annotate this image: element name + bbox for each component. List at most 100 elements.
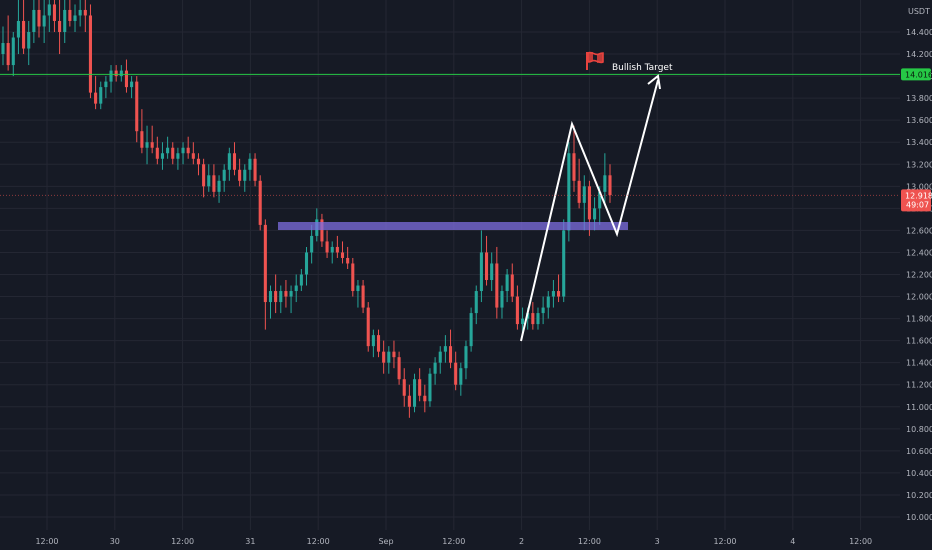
time-tick-label: 2 <box>519 537 524 546</box>
resistance-zone <box>278 222 628 230</box>
price-tick-label: 13.000 <box>906 182 932 191</box>
price-tick-label: 11.000 <box>906 403 932 412</box>
candle-body <box>505 274 509 292</box>
time-axis-ticks: 12:00 30 12:00 31 12:00 Sep 12:00 2 12:00 3 12:00 4… <box>35 537 872 546</box>
candle-body <box>330 246 334 253</box>
price-tick-label: 12.400 <box>906 248 932 257</box>
time-tick-label: 12:00 <box>307 537 330 546</box>
candle-body <box>135 81 139 132</box>
candle-body <box>243 169 247 181</box>
candle-body <box>83 9 87 16</box>
candle-body <box>397 357 401 380</box>
candle-body <box>335 246 339 253</box>
candles-layer <box>1 0 612 418</box>
candle-body <box>454 362 458 385</box>
candle-body <box>325 241 329 253</box>
candle-body <box>531 313 535 325</box>
candle-body <box>443 346 447 352</box>
candle-body <box>593 208 597 220</box>
current-price-badge <box>901 189 931 212</box>
time-tick-label: Sep <box>378 537 393 546</box>
candle-body <box>232 153 237 170</box>
candle-body <box>16 20 20 38</box>
candle-body <box>500 291 504 308</box>
candle-body <box>166 147 170 154</box>
candle-body <box>196 158 201 165</box>
candle-body <box>371 335 375 347</box>
candle-body <box>304 252 309 275</box>
candle-body <box>536 313 540 325</box>
price-axis-ticks: 14.40014.20014.00013.80013.60013.40013.2… <box>906 28 932 522</box>
time-tick-label: 12:00 <box>35 537 58 546</box>
candle-body <box>387 351 391 363</box>
candle-body <box>119 70 123 77</box>
candle-body <box>181 147 185 154</box>
candle-body <box>361 285 365 308</box>
candle-body <box>546 296 550 308</box>
candle-body <box>320 219 324 242</box>
time-tick-label: 12:00 <box>442 537 465 546</box>
price-tick-label: 11.400 <box>906 359 932 368</box>
candle-body <box>433 362 437 374</box>
candle-body <box>274 291 278 303</box>
candle-body <box>376 335 381 352</box>
time-axis[interactable]: 12:00 30 12:00 31 12:00 Sep 12:00 2 12:00 3 12:00 4… <box>0 530 932 550</box>
price-tick-label: 13.400 <box>906 138 932 147</box>
candle-body <box>366 307 370 347</box>
price-tick-label: 10.600 <box>906 447 932 456</box>
candle-body <box>42 15 46 27</box>
arrow-head <box>647 74 661 90</box>
candle-body <box>541 307 545 314</box>
candle-body <box>27 32 31 49</box>
candle-body <box>160 153 165 159</box>
candle-body <box>63 9 67 33</box>
candle-body <box>68 9 72 21</box>
candle-body <box>150 142 154 148</box>
price-tick-label: 11.800 <box>906 315 932 324</box>
price-tick-label: 10.200 <box>906 491 932 500</box>
target-price-badge <box>901 68 931 81</box>
candle-body <box>78 9 82 16</box>
price-tick-label: 11.600 <box>906 337 932 346</box>
candle-body <box>73 15 77 21</box>
flag-icon <box>586 51 604 70</box>
candle-body <box>171 147 175 159</box>
price-axis[interactable]: USDT 14.40014.20014.00013.80013.60013.40… <box>900 0 932 550</box>
candle-body <box>109 70 113 82</box>
candle-body <box>289 291 293 297</box>
candle-body <box>140 131 144 148</box>
candle-body <box>402 379 406 396</box>
candle-body <box>582 186 586 203</box>
candle-body <box>253 158 257 181</box>
price-tick-label: 14.200 <box>906 50 932 59</box>
candle-body <box>47 4 51 16</box>
candle-body <box>479 252 483 292</box>
target-price-value: 14.016 <box>905 70 932 79</box>
candle-body <box>423 395 427 402</box>
candle-body <box>268 291 273 303</box>
candle-body <box>340 252 345 258</box>
candle-body <box>248 158 252 170</box>
price-tick-label: 13.600 <box>906 116 932 125</box>
candle-body <box>191 153 195 159</box>
candle-body <box>572 153 576 181</box>
time-tick-label: 12:00 <box>849 537 872 546</box>
price-tick-label: 10.000 <box>906 513 932 522</box>
candle-body <box>567 153 571 231</box>
candle-body <box>551 291 555 297</box>
candle-body <box>11 37 15 66</box>
currency-label: USDT <box>908 7 930 16</box>
candle-body <box>490 263 494 281</box>
candle-body <box>608 175 612 196</box>
candle-body <box>515 296 519 325</box>
time-tick-label: 12:00 <box>171 537 194 546</box>
candle-body <box>407 395 411 407</box>
candle-body <box>351 263 355 292</box>
candle-body <box>495 263 499 308</box>
candle-body <box>186 147 190 154</box>
time-tick-label: 4 <box>790 537 795 546</box>
grid <box>0 0 900 530</box>
candle-body <box>207 175 211 187</box>
candle-body <box>382 351 386 363</box>
current-price-value: 12.918 <box>905 191 932 200</box>
